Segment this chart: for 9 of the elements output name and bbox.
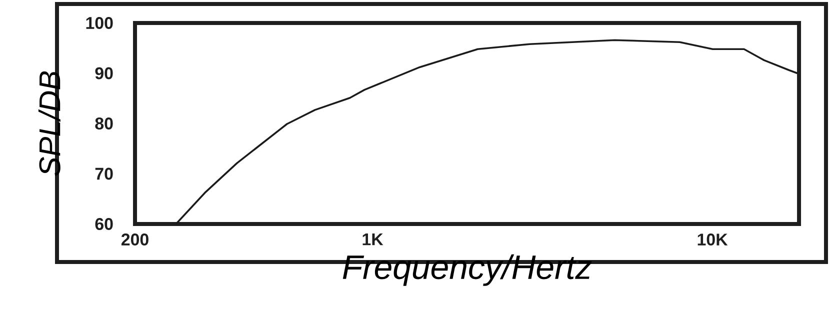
y-tick-label: 70: [95, 168, 113, 180]
x-tick-label: 1K: [362, 234, 384, 246]
y-axis-title: SPL/DB: [38, 71, 60, 176]
y-tick-label: 80: [95, 118, 113, 130]
x-tick-label: 200: [121, 234, 148, 246]
y-tick-label: 100: [86, 17, 113, 29]
y-tick-label: 60: [95, 218, 113, 230]
x-tick-label: 10K: [698, 234, 728, 246]
y-tick-label: 90: [95, 67, 113, 80]
